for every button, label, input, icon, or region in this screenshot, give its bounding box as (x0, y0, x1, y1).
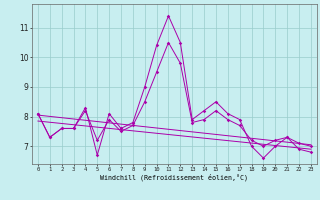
X-axis label: Windchill (Refroidissement éolien,°C): Windchill (Refroidissement éolien,°C) (100, 174, 248, 181)
